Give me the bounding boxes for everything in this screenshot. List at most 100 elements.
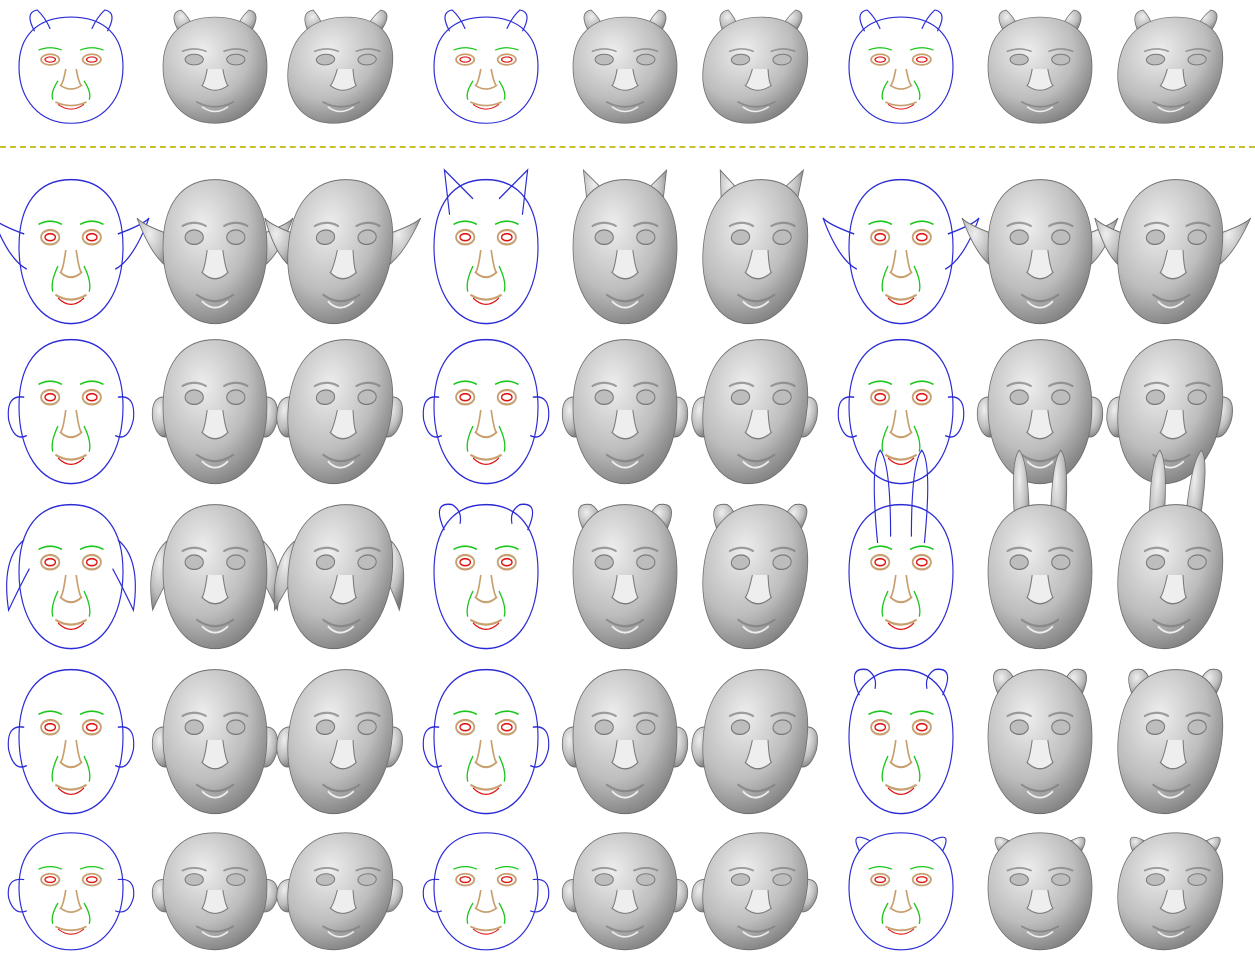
sketch-cell (421, 825, 551, 955)
render-side-cell (275, 660, 405, 820)
sketch-cell (6, 495, 136, 655)
sketch-bear (433, 503, 539, 650)
render-bull-side (287, 9, 394, 124)
render-grinning-man-side (1106, 339, 1233, 485)
render-front-cell (560, 330, 690, 490)
sketch-rabbit (848, 449, 954, 650)
sketch-dog (6, 503, 136, 650)
render-side-cell (273, 495, 405, 655)
render-dog-front (150, 504, 280, 650)
sketch-monkey (7, 832, 135, 951)
render-otter-front (561, 832, 689, 951)
render-front-cell (560, 825, 690, 955)
render-monkey-front (151, 832, 279, 951)
sketch-bald-man (422, 338, 550, 485)
render-cat-front (572, 168, 678, 325)
render-dog-side (273, 504, 405, 650)
sketch-cell (6, 330, 136, 490)
dashed-divider (0, 146, 1255, 148)
sketch-cat (433, 168, 539, 325)
sketch-cell (822, 170, 980, 330)
sketch-hippo-bear (848, 668, 954, 815)
render-bear-front (572, 503, 678, 650)
render-elf-man-side (264, 179, 422, 325)
render-front-cell (150, 495, 280, 655)
sketch-cell (421, 330, 551, 490)
render-side-cell (690, 825, 820, 955)
render-ox-front (987, 9, 1093, 124)
render-old-man-front (151, 339, 279, 485)
render-front-cell (150, 330, 280, 490)
sketch-bull (18, 9, 124, 124)
render-side-cell (275, 9, 405, 128)
render-side-cell (690, 495, 820, 655)
render-old-man-side (276, 339, 403, 485)
sketch-cell (836, 825, 966, 955)
render-front-cell (560, 168, 690, 330)
render-bald-man-front (561, 339, 689, 485)
sketch-cell (421, 9, 551, 128)
render-front-cell (560, 660, 690, 820)
sketch-pig-cow (433, 9, 539, 124)
sketch-elf-man (0, 178, 150, 325)
render-cat-side (702, 168, 809, 325)
render-front-cell (975, 825, 1105, 955)
render-pig-front (987, 832, 1093, 951)
render-side-cell (690, 330, 820, 490)
render-front-cell (136, 170, 294, 330)
render-front-cell (975, 9, 1105, 128)
sketch-goblin (822, 178, 980, 325)
render-hippo-bear-front (987, 668, 1093, 815)
render-ox-side (1117, 9, 1224, 124)
render-bear-side (702, 503, 809, 650)
sketch-alien (422, 668, 550, 815)
render-pig-cow-front (572, 9, 678, 124)
render-bald-man-side (691, 339, 818, 485)
render-goblin-side (1094, 179, 1252, 325)
render-front-cell (975, 330, 1105, 490)
render-side-cell (275, 330, 405, 490)
render-side-cell (1105, 449, 1235, 655)
render-front-cell (560, 9, 690, 128)
render-chimp-side (276, 669, 403, 815)
sketch-cell (0, 170, 150, 330)
render-front-cell (150, 9, 280, 128)
sketch-cell (836, 449, 966, 655)
render-side-cell (690, 9, 820, 128)
render-front-cell (560, 495, 690, 655)
render-bull-front (162, 9, 268, 124)
render-elf-man-front (136, 179, 294, 325)
render-front-cell (150, 660, 280, 820)
sketch-cell (6, 9, 136, 128)
render-front-cell (975, 660, 1105, 820)
sketch-cell (421, 168, 551, 330)
render-side-cell (1105, 330, 1235, 490)
render-alien-side (691, 669, 818, 815)
sketch-cell (421, 495, 551, 655)
sketch-cell (836, 9, 966, 128)
render-pig-cow-side (702, 9, 809, 124)
sketch-cell (836, 660, 966, 820)
render-side-cell (690, 660, 820, 820)
render-side-cell (264, 170, 422, 330)
render-hippo-bear-side (1117, 668, 1224, 815)
sketch-cell (421, 660, 551, 820)
sketch-cell (6, 825, 136, 955)
sketch-pig (848, 832, 954, 951)
sketch-cell (836, 330, 966, 490)
render-goblin-front (961, 179, 1119, 325)
render-alien-front (561, 669, 689, 815)
render-side-cell (1105, 825, 1235, 955)
sketch-old-man (7, 338, 135, 485)
render-pig-side (1117, 832, 1224, 951)
render-otter-side (691, 832, 818, 951)
render-monkey-side (276, 832, 403, 951)
render-rabbit-front (987, 449, 1093, 650)
sketch-cell (6, 660, 136, 820)
render-rabbit-side (1117, 449, 1224, 650)
render-grinning-man-front (976, 339, 1104, 485)
render-side-cell (690, 168, 820, 330)
render-side-cell (1105, 9, 1235, 128)
sketch-ox (848, 9, 954, 124)
